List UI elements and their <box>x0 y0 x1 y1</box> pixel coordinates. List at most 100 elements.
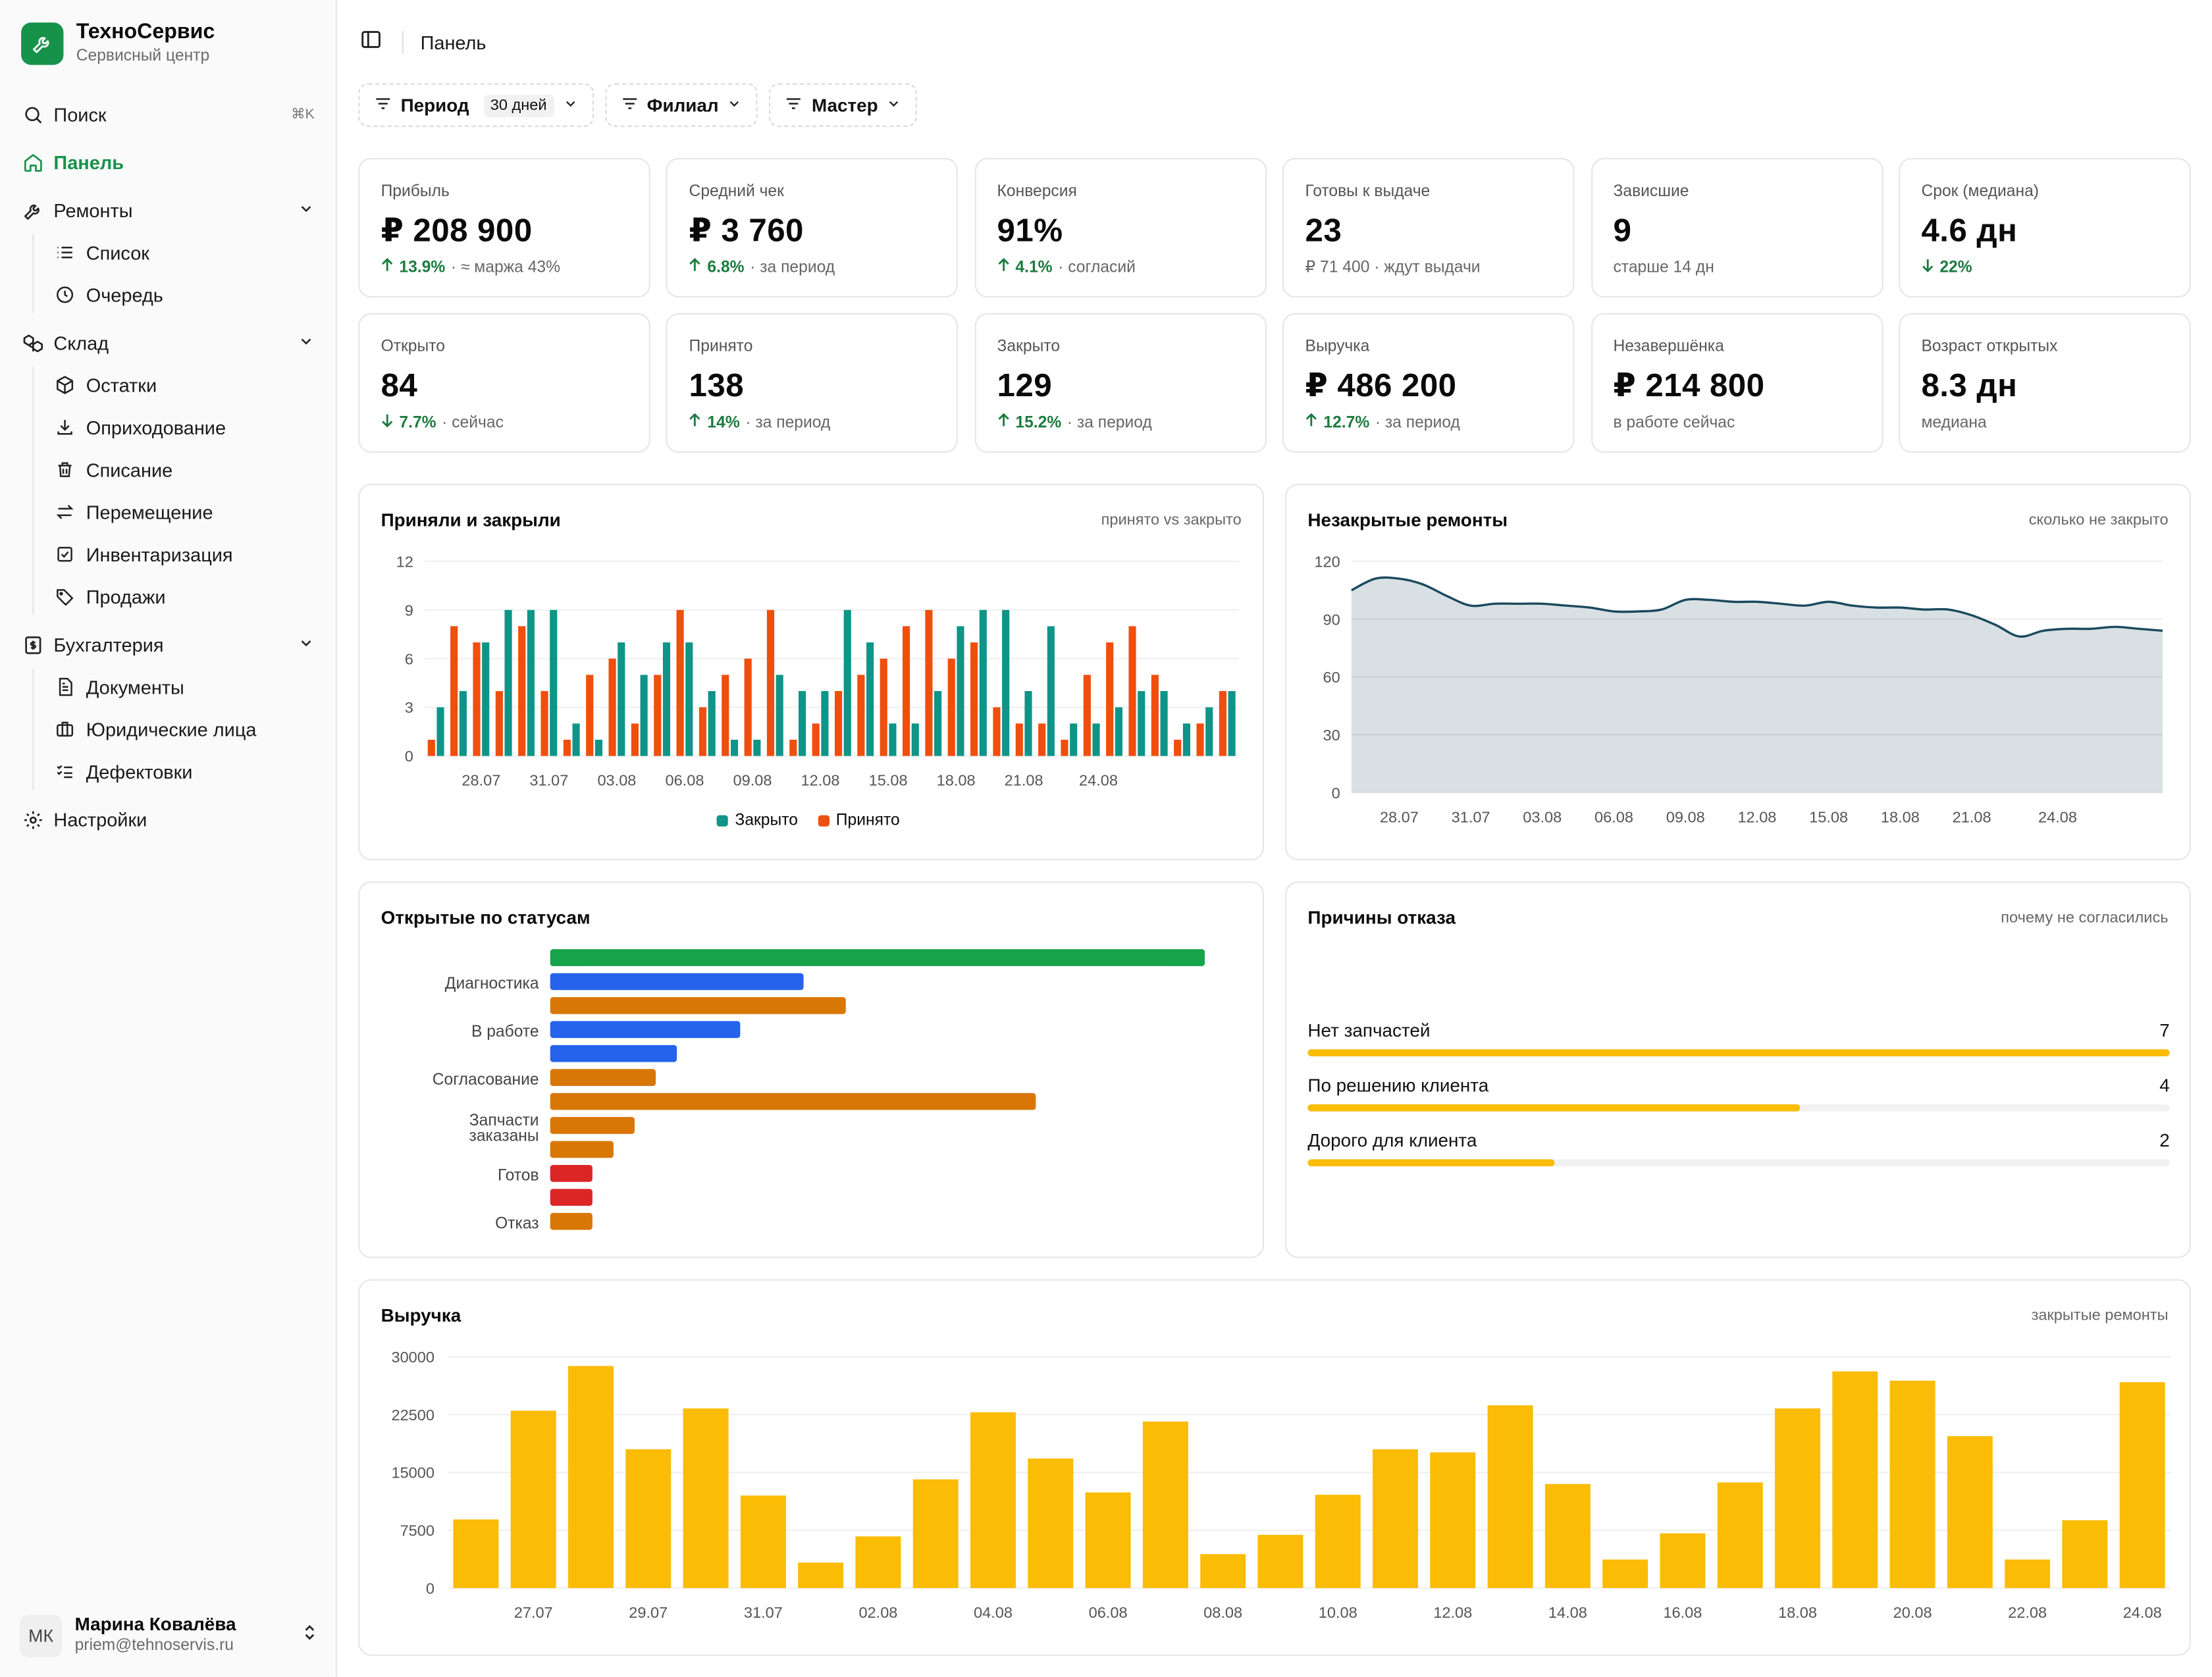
closed-bar[interactable] <box>618 642 625 756</box>
revenue-bar[interactable] <box>1832 1371 1878 1588</box>
kpi-card[interactable]: Принято 138 14% · за период <box>666 313 959 453</box>
accepted-bar[interactable] <box>812 723 820 756</box>
kpi-card[interactable]: Готовы к выдаче 23 ₽ 71 400 · ждут выдачи <box>1282 158 1575 298</box>
closed-bar[interactable] <box>685 642 693 756</box>
period-filter-button[interactable]: Период 30 дней <box>358 83 594 127</box>
sidebar-item-writeoff[interactable]: Списание <box>0 448 337 490</box>
sidebar-item-queue[interactable]: Очередь <box>0 274 337 316</box>
sidebar-item-list[interactable]: Список <box>0 231 337 273</box>
status-bar[interactable] <box>550 1021 741 1039</box>
closed-bar[interactable] <box>1228 691 1236 756</box>
closed-bar[interactable] <box>753 739 761 756</box>
closed-bar[interactable] <box>1160 691 1168 756</box>
closed-bar[interactable] <box>1138 691 1146 756</box>
revenue-bar[interactable] <box>625 1449 672 1588</box>
closed-bar[interactable] <box>662 642 671 756</box>
accepted-bar[interactable] <box>1015 723 1023 756</box>
accepted-bar[interactable] <box>1038 723 1046 756</box>
status-bar[interactable] <box>550 997 846 1014</box>
accepted-bar[interactable] <box>1174 739 1182 756</box>
sidebar-item-legal-entities[interactable]: Юридические лица <box>0 708 337 750</box>
accepted-bar[interactable] <box>1128 626 1136 756</box>
kpi-card[interactable]: Выручка ₽ 486 200 12.7% · за период <box>1282 313 1575 453</box>
closed-bar[interactable] <box>594 739 603 756</box>
sidebar-item-inventory[interactable]: Инвентаризация <box>0 533 337 575</box>
revenue-bar[interactable] <box>1544 1484 1591 1588</box>
status-bar[interactable] <box>550 1045 677 1062</box>
closed-bar[interactable] <box>572 723 580 756</box>
sidebar-item-accounting[interactable]: Бухгалтерия <box>0 623 337 665</box>
status-bar[interactable] <box>550 1141 614 1158</box>
closed-bar[interactable] <box>550 609 558 756</box>
accepted-bar[interactable] <box>1083 675 1091 756</box>
revenue-bar[interactable] <box>912 1479 959 1588</box>
closed-bar[interactable] <box>459 691 467 756</box>
revenue-bar[interactable] <box>1660 1533 1706 1588</box>
accepted-bar[interactable] <box>540 691 548 756</box>
revenue-bar[interactable] <box>970 1412 1016 1588</box>
accepted-bar[interactable] <box>789 739 797 756</box>
unclosed-line[interactable] <box>1351 576 2163 638</box>
kpi-card[interactable]: Возраст открытых 8.3 дн медиана <box>1899 313 2191 453</box>
closed-bar[interactable] <box>1047 626 1055 756</box>
revenue-bar[interactable] <box>1889 1380 1936 1588</box>
brand[interactable]: ТехноСервис Сервисный центр <box>21 20 215 68</box>
accepted-bar[interactable] <box>631 723 639 756</box>
sidebar-item-settings[interactable]: Настройки <box>0 798 337 840</box>
status-bar[interactable] <box>550 1212 592 1230</box>
closed-bar[interactable] <box>730 739 739 756</box>
accepted-bar[interactable] <box>947 658 955 756</box>
revenue-bar[interactable] <box>568 1366 614 1588</box>
accepted-bar[interactable] <box>834 691 843 756</box>
accepted-bar[interactable] <box>654 675 662 756</box>
revenue-bar[interactable] <box>1487 1405 1533 1588</box>
revenue-bar[interactable] <box>798 1562 844 1588</box>
accepted-bar[interactable] <box>450 626 458 756</box>
revenue-bar[interactable] <box>2005 1559 2051 1588</box>
sidebar-item-repairs[interactable]: Ремонты <box>0 189 337 231</box>
revenue-bar[interactable] <box>740 1495 786 1588</box>
revenue-bar[interactable] <box>683 1408 729 1588</box>
kpi-card[interactable]: Прибыль ₽ 208 900 13.9% · ≈ маржа 43% <box>358 158 650 298</box>
closed-bar[interactable] <box>1002 609 1010 756</box>
accepted-bar[interactable] <box>1151 675 1159 756</box>
revenue-bar[interactable] <box>2119 1382 2165 1588</box>
legend-item-closed[interactable]: Закрыто <box>716 812 798 829</box>
status-bar[interactable] <box>550 973 804 991</box>
kpi-card[interactable]: Срок (медиана) 4.6 дн 22% <box>1899 158 2191 298</box>
user-menu[interactable]: МК Марина Ковалёва priem@tehnoservis.ru <box>20 1613 319 1657</box>
closed-bar[interactable] <box>911 723 919 756</box>
accepted-bar[interactable] <box>563 739 571 756</box>
status-bar[interactable] <box>550 1165 592 1182</box>
status-bar[interactable] <box>550 949 1205 966</box>
revenue-bar[interactable] <box>1717 1482 1763 1588</box>
legend-item-accepted[interactable]: Принято <box>817 812 900 829</box>
branch-filter-button[interactable]: Филиал <box>604 83 758 127</box>
revenue-bar[interactable] <box>1257 1535 1304 1588</box>
status-bar[interactable] <box>550 1189 592 1206</box>
revenue-bar[interactable] <box>855 1536 901 1588</box>
sidebar-item-documents[interactable]: Документы <box>0 665 337 708</box>
accepted-bar[interactable] <box>608 658 616 756</box>
chevron-down-icon[interactable] <box>298 199 315 220</box>
revenue-bar[interactable] <box>1947 1436 1993 1588</box>
accepted-bar[interactable] <box>722 675 729 756</box>
kpi-card[interactable]: Открыто 84 7.7% · сейчас <box>358 313 650 453</box>
closed-bar[interactable] <box>1115 707 1122 756</box>
accepted-bar[interactable] <box>1061 739 1068 756</box>
sidebar-item-stock[interactable]: Остатки <box>0 364 337 406</box>
revenue-bar[interactable] <box>2062 1520 2108 1588</box>
revenue-bar[interactable] <box>1200 1554 1246 1588</box>
closed-bar[interactable] <box>776 675 783 756</box>
sidebar-item-receipt[interactable]: Оприходование <box>0 406 337 448</box>
closed-bar[interactable] <box>640 675 648 756</box>
closed-bar[interactable] <box>436 707 444 756</box>
sidebar-toggle-icon[interactable] <box>359 28 382 57</box>
kpi-card[interactable]: Закрыто 129 15.2% · за период <box>974 313 1267 453</box>
status-bar[interactable] <box>550 1117 635 1134</box>
accepted-bar[interactable] <box>495 691 503 756</box>
accepted-bar[interactable] <box>744 658 752 756</box>
sidebar-item-transfer[interactable]: Перемещение <box>0 491 337 533</box>
closed-bar[interactable] <box>979 609 987 756</box>
accepted-bar[interactable] <box>880 658 887 756</box>
